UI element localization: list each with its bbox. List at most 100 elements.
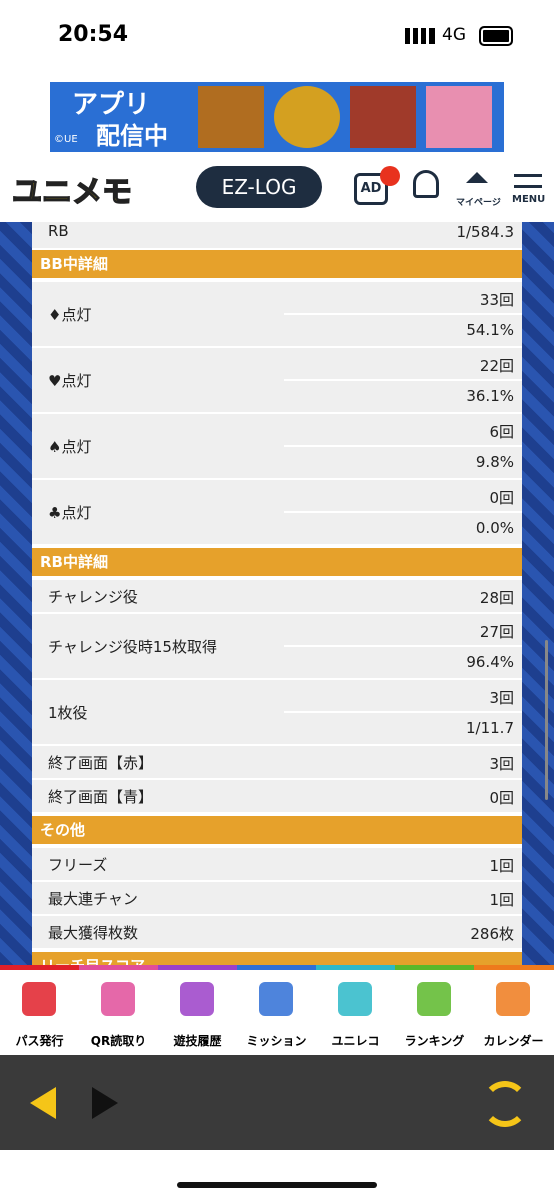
game-image	[198, 86, 264, 148]
row-value: 9.8%	[475, 453, 514, 471]
back-button[interactable]	[30, 1087, 56, 1119]
section-header: その他	[32, 816, 522, 844]
game-image	[350, 86, 416, 148]
row-label: 1枚役	[48, 704, 88, 722]
tab-label[interactable]: ランキング	[404, 1034, 465, 1048]
row-label: チャレンジ役	[48, 588, 138, 606]
ezlog-button[interactable]: EZ-LOG	[196, 166, 322, 208]
tab-item[interactable]: 遊技履歴	[158, 970, 237, 1055]
tab-label[interactable]: QR読取り	[90, 1034, 147, 1048]
data-row: ♥点灯 22回 36.1%	[32, 348, 522, 412]
data-row: 終了画面【赤】 3回	[32, 746, 522, 778]
banner[interactable]: アプリ 配信中 ©UE	[50, 82, 504, 152]
panel: RB 1/584.3 BB中詳細 ♦点灯 33回 54.1% ♥点灯 22回 36.1% ♠点灯 6…	[32, 222, 522, 966]
tab-item[interactable]: パス発行	[0, 970, 79, 1055]
row-value: 1/11.7	[466, 719, 514, 737]
row-divider	[284, 445, 522, 447]
mypage-label[interactable]: マイページ	[456, 198, 501, 208]
data-row: ♣点灯 0回 0.0%	[32, 480, 522, 544]
row-value: 54.1%	[466, 321, 514, 339]
row-divider	[284, 379, 522, 381]
row-value: 0.0%	[475, 519, 514, 537]
time: 20:54	[58, 22, 129, 47]
tab-item[interactable]: ランキング	[395, 970, 474, 1055]
row-label: チャレンジ役時15枚取得	[48, 638, 217, 656]
row-label: 終了画面【赤】	[48, 754, 154, 772]
ad-icon[interactable]: AD	[354, 173, 388, 205]
network: 4G	[442, 25, 466, 45]
section-header: BB中詳細	[32, 250, 522, 278]
tab-icon	[417, 982, 451, 1016]
row-label: 最大連チャン	[48, 890, 138, 908]
row-value: 6回	[489, 423, 514, 441]
home-icon	[466, 172, 488, 183]
row-value: 1/584.3	[456, 223, 514, 241]
notification-dot	[380, 166, 400, 186]
tab-item[interactable]: ミッション	[237, 970, 316, 1055]
row-label: RB	[48, 222, 69, 240]
menu-label[interactable]: MENU	[512, 194, 546, 205]
tab-icon	[101, 982, 135, 1016]
row-value: 22回	[479, 357, 514, 375]
tab-icon	[496, 982, 530, 1016]
data-row: チャレンジ役時15枚取得 27回 96.4%	[32, 614, 522, 678]
logo[interactable]: ユニメモ	[11, 174, 133, 211]
row-label: フリーズ	[48, 856, 108, 874]
data-row: 1枚役 3回 1/11.7	[32, 680, 522, 744]
row-label: ♣点灯	[48, 504, 92, 522]
scrollbar	[545, 640, 548, 800]
tab-icon	[338, 982, 372, 1016]
tab-label[interactable]: 遊技履歴	[173, 1034, 222, 1048]
data-row: 最大連チャン 1回	[32, 882, 522, 914]
home-indicator	[177, 1182, 377, 1188]
tab-icon	[180, 982, 214, 1016]
data-row: ♦点灯 33回 54.1%	[32, 282, 522, 346]
row-value: 27回	[479, 623, 514, 641]
data-row: チャレンジ役 28回	[32, 580, 522, 612]
tab-icon	[259, 982, 293, 1016]
forward-button[interactable]	[92, 1087, 118, 1119]
menu-icon[interactable]	[514, 174, 542, 188]
row-value: 1回	[489, 857, 514, 875]
row-divider	[284, 313, 522, 315]
row-label: 終了画面【青】	[48, 788, 154, 806]
row-label: ♥点灯	[48, 372, 92, 390]
section-header: リーチ目スコア	[32, 952, 522, 966]
bell-icon[interactable]	[413, 170, 439, 198]
tab-item[interactable]: QR読取り	[79, 970, 158, 1055]
tab-item[interactable]: カレンダー	[474, 970, 553, 1055]
tab-label[interactable]: ユニレコ	[331, 1034, 380, 1048]
row-label: ♦点灯	[48, 306, 92, 324]
row-value: 36.1%	[466, 387, 514, 405]
data-row: ♠点灯 6回 9.8%	[32, 414, 522, 478]
battery	[479, 26, 513, 46]
tab-stripes	[0, 965, 554, 970]
data-row: 最大獲得枚数 286枚	[32, 916, 522, 948]
tab-label[interactable]: カレンダー	[483, 1034, 544, 1048]
row-value: 1回	[489, 891, 514, 909]
game-image	[274, 86, 340, 148]
signal-icon	[405, 28, 435, 44]
tab-label[interactable]: ミッション	[246, 1034, 307, 1048]
row-value: 28回	[479, 589, 514, 607]
row-value: 0回	[489, 489, 514, 507]
row-value: 3回	[489, 755, 514, 773]
toolbar	[0, 1055, 554, 1150]
data-row: RB 1/584.3	[32, 222, 522, 248]
row-label: 最大獲得枚数	[48, 924, 139, 942]
row-label: ♠点灯	[48, 438, 92, 456]
banner-copyright: ©UE	[54, 134, 78, 145]
row-value: 286枚	[470, 925, 514, 943]
row-divider	[284, 511, 522, 513]
tab-label[interactable]: パス発行	[15, 1034, 64, 1048]
banner-text: アプリ	[72, 90, 151, 120]
tab-item[interactable]: ユニレコ	[316, 970, 395, 1055]
row-value: 0回	[489, 789, 514, 807]
row-divider	[284, 645, 522, 647]
game-image	[426, 86, 492, 148]
row-value: 3回	[489, 689, 514, 707]
reload-button[interactable]	[482, 1081, 528, 1127]
row-divider	[284, 711, 522, 713]
banner-text: 配信中	[96, 122, 168, 150]
